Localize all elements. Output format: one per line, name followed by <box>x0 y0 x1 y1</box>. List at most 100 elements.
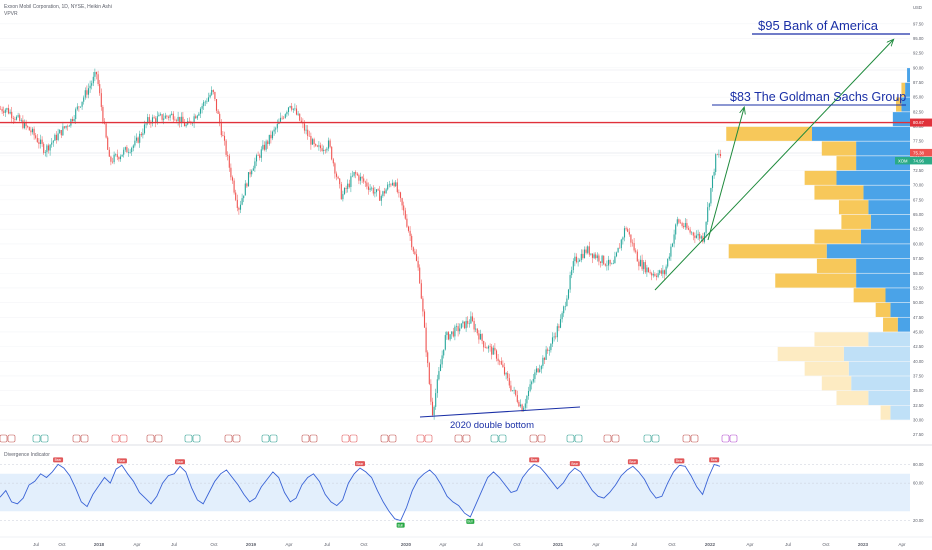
candle-body <box>563 306 565 314</box>
candle-body <box>545 349 547 360</box>
vpvr-bar-down <box>890 405 910 420</box>
candle-body <box>124 147 126 150</box>
candle-body <box>20 120 22 121</box>
candle-body <box>697 233 699 236</box>
candle-body <box>579 260 581 262</box>
candle-body <box>555 336 557 338</box>
candle-body <box>172 113 174 120</box>
candle-body <box>9 111 11 114</box>
candle-body <box>343 187 346 195</box>
candle-body <box>113 154 115 163</box>
divergence-marker <box>416 434 425 443</box>
candle-body <box>436 379 438 394</box>
candle-body <box>681 223 683 226</box>
candle-body <box>707 207 709 222</box>
candle-body <box>6 108 8 110</box>
candle-body <box>342 194 344 200</box>
candle-body <box>388 184 390 186</box>
y-tick-label: 62.50 <box>913 227 924 232</box>
vpvr-bar-up <box>853 288 886 303</box>
divergence-marker <box>309 434 318 443</box>
candle-body <box>111 161 114 163</box>
x-tick-label: Apr <box>592 542 600 547</box>
candle-body <box>209 94 211 98</box>
last-price-text: 74.96 <box>913 159 925 164</box>
candle-body <box>4 109 6 113</box>
candle-body <box>255 155 258 162</box>
candle-body <box>489 346 491 347</box>
candle-body <box>206 101 208 103</box>
candle-body <box>692 232 694 236</box>
candle-body <box>492 347 494 355</box>
candle-body <box>476 328 478 334</box>
candle-body <box>484 347 486 348</box>
candle-body <box>233 180 235 193</box>
candle-body <box>521 404 523 412</box>
candle-body <box>611 263 613 265</box>
candle-body <box>323 149 325 151</box>
divergence-marker <box>72 434 81 443</box>
bear-label-text: Bear <box>177 460 185 464</box>
candle-body <box>383 191 386 194</box>
candle-body <box>491 346 493 355</box>
vpvr-bar-up <box>728 244 827 259</box>
y-tick-label: 42.50 <box>913 344 924 349</box>
candle-body <box>647 267 650 273</box>
candle-body <box>300 120 302 123</box>
candle-body <box>703 232 706 242</box>
vpvr-bar-up <box>880 405 891 420</box>
candle-body <box>518 401 520 407</box>
candle-body <box>19 115 21 121</box>
candle-body <box>147 117 149 124</box>
candle-body <box>543 357 546 360</box>
candle-body <box>199 108 202 114</box>
candle-body <box>246 183 248 187</box>
candle-body <box>212 89 214 93</box>
candle-body <box>414 251 416 255</box>
candle-body <box>163 118 165 120</box>
time-axis: Jul Oct 2018 Apr Jul Oct 2019 Apr Jul Oct 2020 Apr J… <box>0 536 932 547</box>
candle-body <box>1 108 3 112</box>
candle-body <box>22 120 24 129</box>
candle-body <box>363 178 365 182</box>
candle-body <box>409 230 411 236</box>
candle-body <box>620 239 622 249</box>
candle-body <box>180 116 182 124</box>
price-axis-bg <box>910 0 932 440</box>
bear-label-text: Bear <box>571 462 579 466</box>
candle-body <box>564 306 566 307</box>
x-tick-label: Oct <box>513 542 521 547</box>
candle-body <box>51 142 53 145</box>
candle-body <box>110 156 112 162</box>
candle-body <box>529 384 531 391</box>
candle-body <box>319 145 322 149</box>
candle-body <box>534 372 536 379</box>
candle-body <box>689 229 691 233</box>
candle-body <box>699 233 701 239</box>
candle-body <box>622 237 624 240</box>
candle-body <box>307 129 309 136</box>
candle-body <box>315 143 317 146</box>
divergence-marker <box>537 434 546 443</box>
candle-body <box>279 117 282 122</box>
candle-body <box>596 255 598 259</box>
grid-lines <box>0 23 910 421</box>
candle-body <box>267 141 269 144</box>
candle-body <box>356 173 358 176</box>
current-price-badge <box>910 148 932 157</box>
divergence-marker <box>40 434 49 443</box>
candle-body <box>49 144 51 151</box>
candle-body <box>57 133 59 141</box>
candle-body <box>675 224 677 235</box>
oscillator-band <box>0 473 910 512</box>
candle-body <box>718 154 720 155</box>
candle-body <box>175 120 178 121</box>
candle-body <box>275 128 277 130</box>
candle-body <box>68 125 70 127</box>
candle-body <box>116 154 118 158</box>
candle-body <box>169 114 171 118</box>
candle-body <box>249 172 251 175</box>
candle-body <box>500 361 502 365</box>
candle-body <box>27 126 29 128</box>
